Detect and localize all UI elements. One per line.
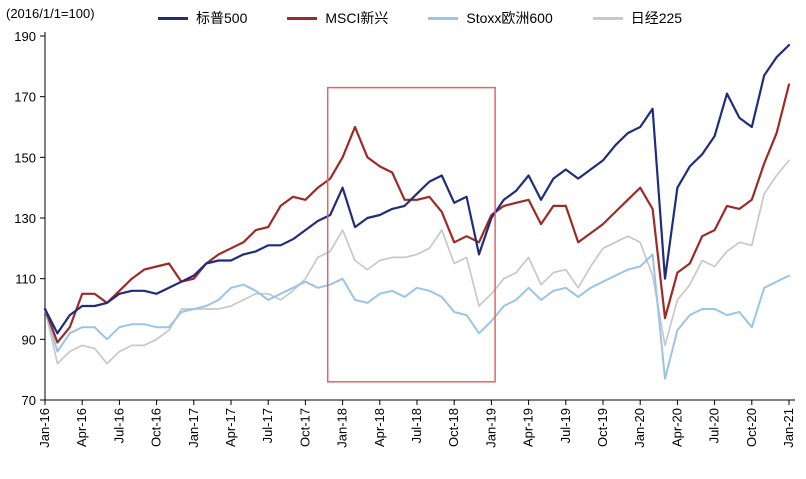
legend-label-sp500: 标普500 (196, 10, 248, 26)
x-tick-label: Apr-19 (521, 408, 536, 447)
x-tick-label: Oct-20 (744, 408, 759, 447)
y-tick-label: 90 (22, 332, 36, 347)
x-tick-label: Oct-17 (297, 408, 312, 447)
stoxx600-line-icon (428, 16, 459, 20)
x-tick-label: Jul-16 (111, 408, 126, 443)
y-tick-label: 110 (15, 272, 36, 287)
legend-item-stoxx600: Stoxx欧洲600 (428, 8, 553, 28)
x-tick-label: Apr-17 (223, 408, 238, 447)
legend-item-nikkei225: 日经225 (592, 8, 683, 28)
y-tick-label: 150 (14, 150, 36, 165)
y-tick-label: 190 (14, 29, 36, 44)
x-tick-label: Jan-21 (781, 408, 796, 448)
highlight-box (326, 86, 496, 383)
x-tick-label: Jan-20 (632, 408, 647, 448)
series-line-sp500 (43, 43, 791, 335)
x-tick-label: Oct-19 (595, 408, 610, 447)
x-tick-label: Jan-17 (186, 408, 201, 448)
series-line-nikkei225 (44, 159, 790, 365)
y-tick-label: 170 (14, 90, 36, 105)
y-tick-label: 130 (14, 211, 36, 226)
axis-note: (2016/1/1=100) (6, 6, 95, 21)
legend-label-stoxx600: Stoxx欧洲600 (466, 10, 553, 26)
x-tick-label: Apr-18 (372, 408, 387, 447)
x-tick-label: Apr-16 (74, 408, 89, 447)
msci-em-line-icon (287, 16, 318, 20)
x-tick-label: Jan-16 (37, 408, 52, 448)
series-line-stoxx600 (44, 253, 790, 380)
x-tick-label: Apr-20 (669, 408, 684, 447)
x-tick-label: Oct-16 (149, 408, 164, 447)
series-line-msci-em (43, 83, 791, 344)
legend-item-sp500: 标普500 (158, 8, 247, 28)
x-tick-label: Jan-19 (483, 408, 498, 448)
legend-item-msci-em: MSCI新兴 (287, 8, 388, 28)
x-tick-label: Jul-17 (260, 408, 275, 443)
nikkei225-line-icon (592, 16, 623, 20)
legend: 标普500 MSCI新兴 Stoxx欧洲600 日经225 (158, 8, 682, 28)
x-tick-label: Jul-20 (707, 408, 722, 443)
sp500-line-icon (158, 16, 188, 20)
x-tick-label: Jul-18 (409, 408, 424, 443)
x-tick-label: Oct-18 (446, 408, 461, 447)
x-tick-label: Jul-19 (558, 408, 573, 443)
legend-label-msci-em: MSCI新兴 (325, 10, 389, 26)
legend-label-nikkei225: 日经225 (630, 10, 683, 26)
x-tick-label: Jan-18 (335, 408, 350, 448)
y-tick-label: 70 (22, 393, 36, 408)
